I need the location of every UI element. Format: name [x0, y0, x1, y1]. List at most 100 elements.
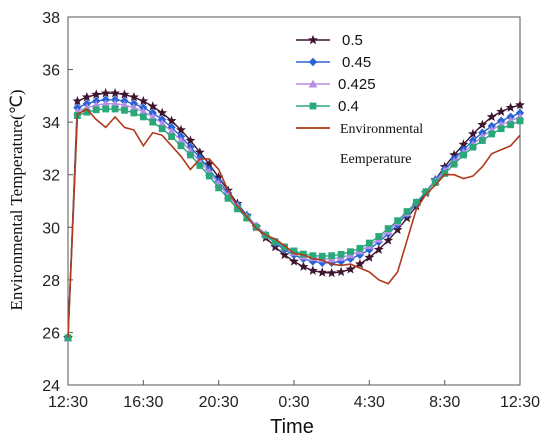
data-point [215, 184, 223, 192]
data-point [450, 160, 458, 168]
data-point [441, 170, 449, 177]
series-3 [64, 105, 524, 342]
series-4 [67, 107, 521, 338]
data-point [147, 101, 158, 111]
data-point [515, 99, 525, 110]
data-point [157, 119, 167, 127]
data-point [290, 247, 298, 255]
legend-label-0: 0.5 [342, 32, 363, 49]
data-point [72, 95, 83, 106]
data-point [110, 99, 120, 108]
y-tick-label: 24 [42, 378, 60, 395]
legend-swatch-marker [309, 102, 317, 110]
y-axis-title: Environmental Temperature(℃) [7, 89, 26, 310]
y-tick-label: 28 [42, 273, 60, 290]
legend-label-4-cont: Eemperature [340, 152, 412, 167]
data-point [394, 217, 401, 225]
x-tick-label: 4:30 [354, 394, 385, 411]
plot-area [67, 16, 521, 386]
data-point [252, 223, 260, 231]
x-tick-label: 12:30 [500, 394, 540, 411]
data-point [298, 261, 309, 271]
data-point [196, 162, 204, 169]
x-tick-label: 20:30 [199, 394, 239, 411]
data-point [100, 88, 111, 98]
data-point [83, 108, 91, 116]
data-point [110, 88, 121, 98]
data-point [176, 136, 186, 145]
data-point [81, 91, 92, 102]
data-point [168, 133, 175, 140]
data-point [138, 95, 149, 106]
data-point [478, 137, 486, 144]
data-point [224, 194, 232, 202]
legend-label-4: Environmental [340, 122, 423, 137]
data-point [318, 252, 326, 260]
data-point [139, 113, 147, 121]
y-tick-label: 30 [42, 220, 60, 237]
data-point [354, 258, 365, 269]
data-point [157, 107, 168, 118]
data-point [422, 188, 430, 196]
legend-label-2: 0.425 [338, 76, 376, 93]
data-point [403, 208, 411, 215]
data-point [185, 135, 196, 145]
data-point [486, 111, 497, 122]
data-point [91, 89, 102, 99]
x-tick-label: 8:30 [429, 394, 460, 411]
data-point [187, 151, 194, 159]
data-point [243, 214, 251, 222]
data-point [271, 238, 279, 246]
legend-label-1: 0.45 [342, 54, 371, 71]
data-point [279, 249, 290, 260]
y-tick-label: 36 [42, 63, 60, 80]
legend-swatch-marker [308, 57, 318, 67]
data-point [364, 252, 375, 262]
data-point [458, 139, 469, 149]
data-point [469, 143, 477, 151]
data-point [413, 198, 420, 206]
data-point [119, 89, 130, 99]
data-point [516, 117, 524, 125]
data-point [194, 147, 205, 157]
x-tick-label: 12:30 [48, 394, 88, 411]
data-point [365, 239, 373, 247]
data-point [497, 125, 505, 133]
data-point [281, 243, 288, 251]
data-point [328, 252, 336, 260]
data-point [213, 172, 224, 182]
series-layer [63, 88, 525, 342]
y-tick-label: 32 [42, 168, 60, 185]
data-point [317, 267, 328, 277]
data-point [101, 99, 111, 108]
data-point [177, 142, 185, 150]
y-tick-label: 26 [42, 325, 60, 342]
data-point [289, 256, 299, 266]
legend-label-3: 0.4 [338, 98, 359, 115]
data-point [507, 121, 514, 129]
data-point [128, 91, 139, 102]
data-point [234, 205, 241, 213]
data-point [383, 235, 394, 245]
data-point [336, 266, 347, 277]
data-point [205, 172, 213, 180]
data-point [92, 106, 100, 114]
x-axis: 12:30 16:30 20:30 0:30 4:30 8:30 12:30 [48, 380, 540, 411]
data-point [505, 102, 516, 112]
y-tick-label: 34 [42, 115, 60, 132]
data-point [375, 233, 383, 240]
data-point [166, 115, 177, 126]
data-point [120, 100, 129, 109]
data-point [488, 130, 496, 138]
series-line-4 [67, 107, 521, 338]
data-point [307, 265, 318, 275]
y-tick-label: 38 [42, 10, 60, 27]
data-point [326, 267, 337, 278]
x-tick-label: 16:30 [123, 394, 163, 411]
x-axis-title: Time [270, 416, 314, 438]
legend-swatch-marker [308, 34, 318, 45]
x-tick-label: 0:30 [278, 394, 309, 411]
data-point [148, 112, 158, 121]
data-point [158, 125, 166, 133]
